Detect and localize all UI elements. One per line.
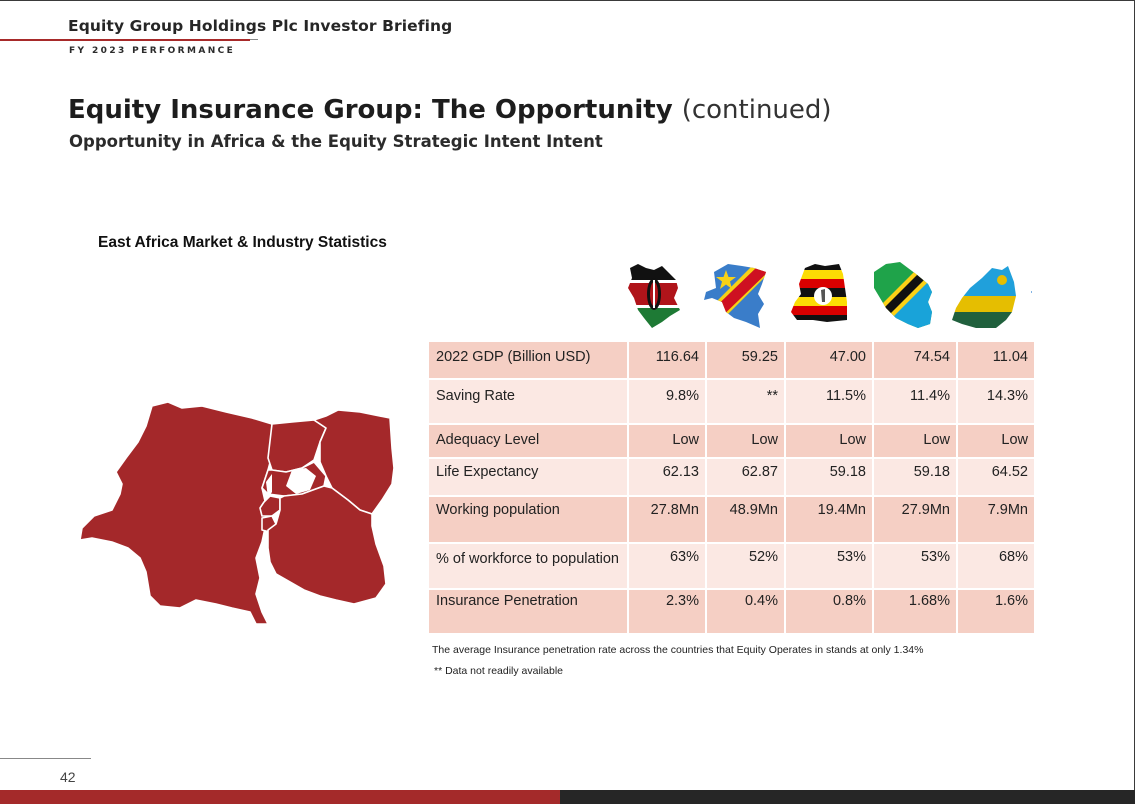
market-stats-table: 2022 GDP (Billion USD) 116.64 59.25 47.0… xyxy=(429,342,1036,635)
table-row: Insurance Penetration 2.3% 0.4% 0.8% 1.6… xyxy=(429,590,1036,635)
table-cell: 74.54 xyxy=(874,342,958,380)
table-cell: Low xyxy=(786,425,874,459)
penetration-note: The average Insurance penetration rate a… xyxy=(432,644,924,656)
row-label: Adequacy Level xyxy=(429,425,629,459)
table-row: Working population 27.8Mn 48.9Mn 19.4Mn … xyxy=(429,497,1036,544)
table-cell: 1.6% xyxy=(958,590,1036,635)
section-title: East Africa Market & Industry Statistics xyxy=(98,234,387,251)
table-cell: 62.87 xyxy=(707,459,786,497)
row-label: 2022 GDP (Billion USD) xyxy=(429,342,629,380)
slide-title: Equity Insurance Group: The Opportunity … xyxy=(68,95,832,125)
table-cell: 0.4% xyxy=(707,590,786,635)
header-accent-rule xyxy=(0,39,250,41)
table-cell: 19.4Mn xyxy=(786,497,874,544)
table-cell: ** xyxy=(707,380,786,425)
rwanda-flag-icon xyxy=(952,266,1032,328)
row-label: Working population xyxy=(429,497,629,544)
header-rule-tail xyxy=(250,39,258,40)
page-number: 42 xyxy=(60,769,76,785)
tanzania-flag-icon xyxy=(874,262,932,328)
table-cell: 7.9Mn xyxy=(958,497,1036,544)
page-number-rule xyxy=(0,758,91,759)
table-cell: 53% xyxy=(786,544,874,590)
table-cell: 27.8Mn xyxy=(629,497,707,544)
footer-bar-red xyxy=(0,790,560,804)
row-label: Life Expectancy xyxy=(429,459,629,497)
top-border xyxy=(0,0,1135,1)
table-cell: Low xyxy=(958,425,1036,459)
table-cell: 9.8% xyxy=(629,380,707,425)
table-cell: Low xyxy=(874,425,958,459)
table-cell: 11.5% xyxy=(786,380,874,425)
data-availability-note: ** Data not readily available xyxy=(434,665,563,677)
row-label: Insurance Penetration xyxy=(429,590,629,635)
table-cell: 52% xyxy=(707,544,786,590)
table-cell: 11.4% xyxy=(874,380,958,425)
table-row: Adequacy Level Low Low Low Low Low xyxy=(429,425,1036,459)
header-subbrand: FY 2023 PERFORMANCE xyxy=(69,46,236,56)
table-cell: 27.9Mn xyxy=(874,497,958,544)
slide-subtitle: Opportunity in Africa & the Equity Strat… xyxy=(69,132,603,151)
table-cell: Low xyxy=(629,425,707,459)
table-cell: 59.18 xyxy=(786,459,874,497)
table-row: Life Expectancy 62.13 62.87 59.18 59.18 … xyxy=(429,459,1036,497)
table-cell: 63% xyxy=(629,544,707,590)
drc-flag-icon xyxy=(704,264,766,328)
footer-bar-dark xyxy=(560,790,1135,804)
table-row: 2022 GDP (Billion USD) 116.64 59.25 47.0… xyxy=(429,342,1036,380)
table-cell: 1.68% xyxy=(874,590,958,635)
table-cell: 116.64 xyxy=(629,342,707,380)
table-cell: 53% xyxy=(874,544,958,590)
table-cell: 0.8% xyxy=(786,590,874,635)
table-cell: 64.52 xyxy=(958,459,1036,497)
kenya-flag-icon xyxy=(628,264,680,328)
table-cell: 62.13 xyxy=(629,459,707,497)
table-cell: 59.25 xyxy=(707,342,786,380)
table-cell: 2.3% xyxy=(629,590,707,635)
slide-title-main: Equity Insurance Group: The Opportunity xyxy=(68,95,673,125)
table-cell: 11.04 xyxy=(958,342,1036,380)
slide-title-suffix: (continued) xyxy=(681,95,832,125)
row-label: % of workforce to population xyxy=(429,544,629,590)
row-label: Saving Rate xyxy=(429,380,629,425)
table-cell: 59.18 xyxy=(874,459,958,497)
east-africa-map-icon xyxy=(79,401,395,625)
table-row: % of workforce to population 63% 52% 53%… xyxy=(429,544,1036,590)
table-cell: 14.3% xyxy=(958,380,1036,425)
header-brand: Equity Group Holdings Plc Investor Brief… xyxy=(68,17,453,35)
uganda-flag-icon xyxy=(791,264,847,322)
table-cell: 68% xyxy=(958,544,1036,590)
table-cell: Low xyxy=(707,425,786,459)
table-cell: 47.00 xyxy=(786,342,874,380)
table-row: Saving Rate 9.8% ** 11.5% 11.4% 14.3% xyxy=(429,380,1036,425)
table-cell: 48.9Mn xyxy=(707,497,786,544)
